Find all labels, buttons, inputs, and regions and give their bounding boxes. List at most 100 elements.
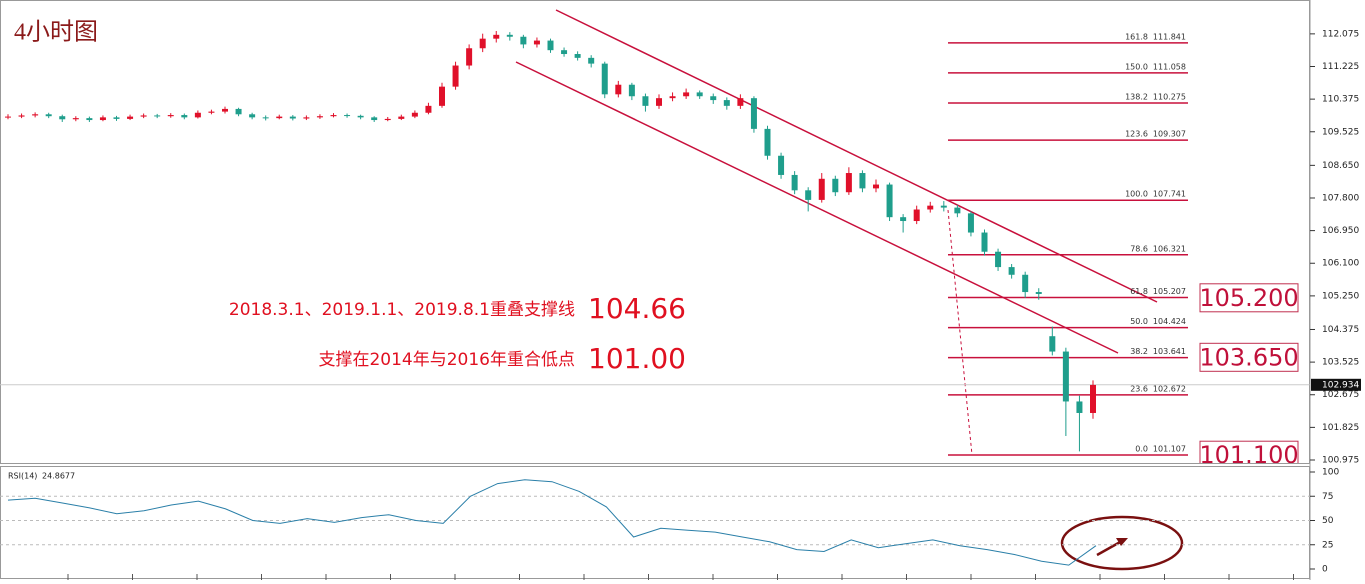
- price-box-label: 101.100: [1199, 441, 1298, 469]
- fib-price: 106.321: [1153, 244, 1186, 253]
- rsi-tick-label: 0: [1322, 565, 1328, 575]
- candle-body: [222, 108, 228, 112]
- channel-lower: [515, 61, 1119, 354]
- y-tick-label: 104.375: [1322, 325, 1359, 335]
- candle-body: [316, 116, 323, 118]
- candle-body: [995, 251, 1002, 268]
- rsi-tick-label: 25: [1322, 540, 1333, 550]
- candle-body: [452, 65, 459, 87]
- candle-body: [99, 117, 106, 121]
- fib-price: 110.275: [1153, 92, 1186, 101]
- candle-body: [805, 190, 812, 200]
- rsi-plot: [1060, 515, 1184, 571]
- candle-body: [710, 96, 717, 101]
- candle-body: [900, 217, 907, 222]
- candle-body: [873, 184, 879, 189]
- fib-ratio: 50.0: [1130, 317, 1148, 326]
- fib-price: 103.641: [1153, 347, 1186, 356]
- main-panel: [0, 0, 1310, 464]
- candle-body: [249, 114, 256, 118]
- candle-body: [32, 114, 39, 116]
- fib-ratio: 161.8: [1125, 32, 1148, 41]
- price-box: [1199, 342, 1299, 372]
- current-price-label: 102.934: [1322, 380, 1359, 390]
- fib-price: 107.741: [1153, 190, 1186, 199]
- candle-body: [927, 205, 934, 210]
- candle-body: [778, 155, 785, 175]
- candle-body: [913, 209, 920, 222]
- candle-body: [466, 48, 473, 66]
- fib-trend-line: [947, 209, 973, 456]
- candle-body: [588, 57, 595, 64]
- y-tick-label: 108.650: [1322, 161, 1359, 171]
- candle-body: [127, 116, 134, 119]
- candle-body: [276, 116, 283, 119]
- price-box: [1199, 440, 1299, 463]
- arrow-head: [1116, 538, 1128, 546]
- candle-body: [628, 84, 635, 97]
- candle-body: [683, 92, 690, 97]
- fib-ratio: 61.8: [1130, 287, 1148, 296]
- fib-ratio: 23.6: [1130, 384, 1148, 393]
- candle-body: [1090, 384, 1096, 413]
- candle-body: [791, 174, 798, 191]
- y-tick-label: 110.375: [1322, 95, 1359, 105]
- candle-body: [45, 114, 52, 117]
- current-price-box: [1311, 378, 1361, 391]
- y-tick-label: 105.250: [1322, 291, 1359, 301]
- candle-body: [723, 100, 730, 106]
- candle-body: [398, 116, 405, 119]
- candle-body: [289, 116, 296, 119]
- candle-body: [1022, 274, 1029, 293]
- candle-body: [696, 92, 703, 97]
- candle-body: [167, 115, 174, 117]
- fib-price: 109.307: [1153, 130, 1186, 139]
- arrow: [1096, 539, 1123, 557]
- highlight-ellipse: [1060, 515, 1184, 571]
- fib-ratio: 0.0: [1135, 444, 1148, 453]
- candle-body: [547, 40, 554, 51]
- fib-ratio: 123.6: [1125, 130, 1148, 139]
- candle-body: [1008, 267, 1015, 275]
- y-tick-label: 101.825: [1322, 423, 1359, 433]
- candle-body: [262, 117, 269, 119]
- candle-body: [18, 115, 25, 117]
- candle-body: [750, 98, 757, 129]
- candle-body: [737, 98, 744, 106]
- y-tick-label: 106.100: [1322, 259, 1359, 269]
- fib-price: 111.058: [1153, 62, 1186, 71]
- candle-body: [194, 112, 201, 118]
- candle-body: [940, 205, 947, 208]
- y-tick-label: 112.075: [1322, 29, 1359, 39]
- rsi-tick-label: 75: [1322, 492, 1333, 502]
- candle-body: [642, 96, 649, 106]
- y-tick-label: 111.225: [1322, 62, 1359, 72]
- fib-ratio: 138.2: [1125, 92, 1148, 101]
- fib-ratio: 100.0: [1125, 190, 1148, 199]
- candle-body: [303, 117, 310, 119]
- price-box-label: 105.200: [1199, 284, 1298, 312]
- fib-price: 102.672: [1153, 384, 1186, 393]
- candle-body: [113, 117, 120, 119]
- annotation-price: 101.00: [588, 342, 686, 375]
- y-tick-label: 103.525: [1322, 358, 1359, 368]
- candle-body: [1049, 336, 1056, 352]
- candle-body: [656, 98, 662, 106]
- price-box: [1199, 283, 1299, 313]
- candle-body: [954, 207, 961, 214]
- candle-body: [669, 96, 676, 99]
- candle-body: [615, 84, 622, 95]
- candle-body: [344, 115, 351, 117]
- candle-body: [886, 184, 893, 218]
- candle-body: [967, 213, 974, 233]
- y-tick-label: 100.975: [1322, 456, 1359, 466]
- candle-body: [533, 40, 540, 45]
- rsi-panel: [0, 466, 1310, 579]
- candle-body: [411, 112, 418, 117]
- candle-body: [601, 63, 608, 95]
- fib-price: 105.207: [1153, 287, 1186, 296]
- chart-title: 4小时图: [14, 19, 98, 46]
- candle-body: [140, 115, 147, 117]
- candle-body: [506, 34, 513, 37]
